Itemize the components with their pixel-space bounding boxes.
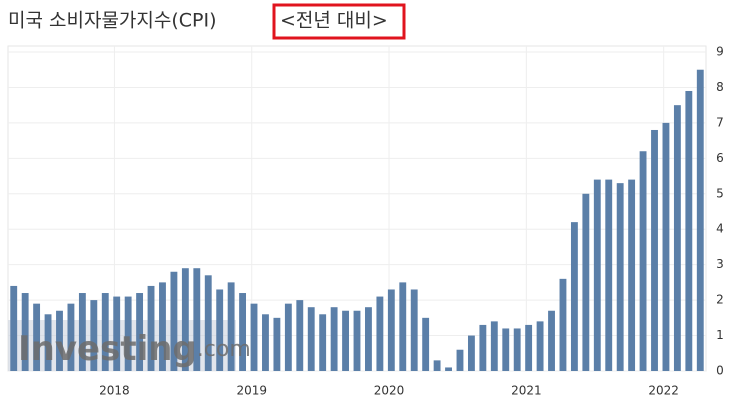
chart-subtitle: <전년 대비> <box>280 10 388 32</box>
bar <box>422 317 430 371</box>
bar <box>685 90 693 371</box>
bar <box>330 307 338 371</box>
bar <box>170 271 178 371</box>
y-tick-label: 1 <box>716 328 724 342</box>
bar <box>639 151 647 371</box>
bar <box>548 310 555 371</box>
bar <box>525 324 533 371</box>
bar <box>536 321 544 371</box>
bar <box>216 289 224 371</box>
bar <box>467 335 475 371</box>
y-tick-label: 2 <box>716 293 724 307</box>
bar <box>628 179 636 371</box>
bar <box>273 317 281 371</box>
bar <box>479 324 487 371</box>
bar <box>239 293 247 371</box>
bar <box>181 268 189 371</box>
x-tick-label: 2021 <box>511 384 542 398</box>
x-tick-label: 2018 <box>99 384 130 398</box>
bar <box>159 282 166 371</box>
chart-title: 미국 소비자물가지수(CPI) <box>8 10 217 32</box>
y-tick-label: 6 <box>716 151 724 165</box>
bar <box>90 300 98 371</box>
bar <box>365 307 372 371</box>
bar <box>307 307 315 371</box>
bar <box>570 222 578 371</box>
bar <box>387 289 395 371</box>
x-tick-label: 2019 <box>236 384 267 398</box>
x-tick-label: 2022 <box>648 384 679 398</box>
bar <box>673 105 681 372</box>
bar <box>33 303 41 371</box>
bar <box>513 328 521 371</box>
bar <box>284 303 292 371</box>
bar <box>78 293 86 371</box>
bar <box>559 278 567 371</box>
bar <box>227 282 235 371</box>
y-tick-label: 9 <box>716 45 724 59</box>
bar <box>21 293 29 371</box>
bar <box>593 179 601 371</box>
bar <box>582 193 590 371</box>
bar <box>616 183 624 371</box>
x-tick-label: 2020 <box>374 384 405 398</box>
bar <box>296 300 304 371</box>
bar <box>56 310 63 371</box>
bar <box>376 296 384 371</box>
bar <box>67 303 75 371</box>
highlight-box <box>272 3 406 40</box>
bar <box>342 310 349 371</box>
bar <box>113 296 121 371</box>
bar <box>262 314 269 371</box>
bar <box>204 275 212 371</box>
y-tick-label: 7 <box>716 115 724 129</box>
y-tick-label: 5 <box>716 186 724 200</box>
y-tick-label: 3 <box>716 257 724 271</box>
y-tick-label: 4 <box>716 222 724 236</box>
bar <box>399 282 407 371</box>
bar <box>502 328 510 371</box>
bar <box>410 289 418 371</box>
bar <box>651 129 658 371</box>
watermark: Investing.com <box>18 329 251 369</box>
bar <box>44 314 52 371</box>
bar <box>696 69 704 371</box>
bar <box>136 293 144 371</box>
bar <box>193 268 201 371</box>
bar <box>101 293 109 371</box>
bar <box>433 360 441 371</box>
bar <box>662 122 670 371</box>
bar <box>353 310 361 371</box>
bar <box>319 314 327 371</box>
y-tick-label: 8 <box>716 80 724 94</box>
bar <box>147 285 155 371</box>
y-tick-label: 0 <box>716 364 724 378</box>
bar <box>605 179 613 371</box>
bar <box>456 349 464 371</box>
bar <box>124 296 132 371</box>
bar <box>445 367 452 371</box>
bar <box>10 285 18 371</box>
bar <box>250 303 258 371</box>
bar <box>490 321 498 371</box>
